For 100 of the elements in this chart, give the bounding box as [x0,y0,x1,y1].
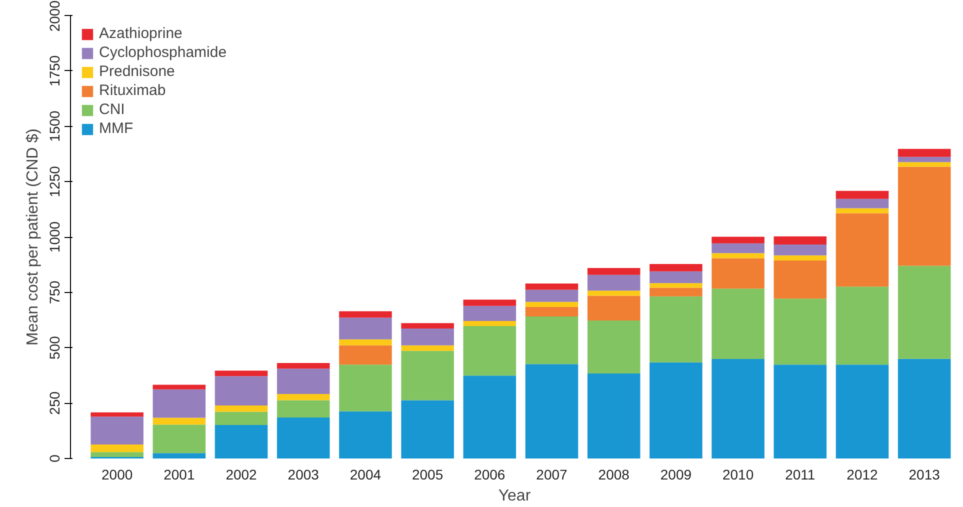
bar [152,418,206,425]
bar [525,290,578,302]
bar [525,306,578,317]
x-tick-label: 2000 [102,466,133,482]
bar [587,290,640,296]
bar [836,208,889,214]
bar [90,416,144,445]
x-tick-label: 2012 [846,466,878,482]
bar [650,362,702,458]
bar [214,370,268,376]
y-tick-label: 2000 [46,0,62,32]
x-tick-label: 2007 [536,466,568,482]
bar [463,376,516,458]
x-tick-label: 2001 [164,466,195,482]
bar [836,213,889,287]
x-tick-label: 2013 [908,466,940,482]
bar [401,400,454,458]
bar [90,412,144,417]
bar [214,406,268,412]
bar [339,345,392,365]
bar [650,283,702,288]
bar [525,316,578,364]
bar [214,412,268,426]
bar [276,394,330,400]
y-tick-label: 1250 [46,166,62,198]
bar [339,311,392,318]
bar [339,364,392,412]
bar [774,364,827,458]
bar [463,320,516,326]
bar [401,350,454,400]
y-tick-label: 1000 [46,221,62,253]
y-axis-title: Mean cost per patient (CND $) [24,128,42,346]
x-tick-label: 2003 [288,466,320,482]
bar [650,264,702,272]
y-tick-label: 1500 [46,110,62,142]
bar [339,339,392,346]
bar [898,148,951,157]
bar [525,284,578,290]
bar [339,411,392,458]
bar [836,190,889,199]
y-tick-label: 250 [46,391,62,415]
bar [214,376,268,406]
bar [587,296,640,321]
bar [712,236,764,244]
bar [401,323,454,328]
bar [152,384,206,390]
bar [401,328,454,346]
bar [276,418,330,458]
x-tick-label: 2011 [785,466,816,482]
bar [898,156,951,162]
bar [712,359,764,458]
bar [276,400,330,418]
bar [463,326,516,376]
bar [90,452,144,457]
legend-label: Prednisone [99,63,175,80]
x-tick-label: 2009 [660,466,692,482]
x-tick-label: 2005 [412,466,444,482]
bar [463,306,516,321]
bar [525,302,578,307]
bar [152,389,206,418]
legend-label: Azathioprine [99,25,182,42]
bar [401,345,454,351]
bar [774,260,827,299]
bar [898,166,951,266]
bar [836,198,889,208]
legend-label: MMF [99,120,134,137]
bar [774,298,827,365]
bar [836,286,889,365]
legend-label: CNI [99,101,125,118]
bar [774,244,827,256]
bar [898,162,951,167]
bar [152,453,206,458]
bar [898,266,951,359]
y-tick-label: 750 [46,280,62,304]
bar [712,253,764,258]
bar [898,358,951,458]
bar [836,364,889,458]
bar [525,364,578,458]
bar [214,425,268,458]
bar [276,368,330,394]
y-tick-label: 0 [46,454,62,462]
bar [712,288,764,360]
bar [712,258,764,289]
bar [587,320,640,374]
x-tick-label: 2004 [350,466,382,482]
x-tick-label: 2006 [474,466,506,482]
bar [587,274,640,291]
bar [90,444,144,452]
legend-label: Cyclophosphamide [99,44,227,61]
bar [587,373,640,458]
y-tick-label: 500 [46,336,62,360]
bar [339,318,392,340]
bar [587,268,640,275]
x-tick-label: 2010 [722,466,754,482]
bar [463,300,516,306]
bar [774,255,827,260]
legend-label: Rituximab [99,82,166,99]
bar [774,236,827,245]
bar [712,243,764,254]
x-axis-title: Year [498,488,532,504]
